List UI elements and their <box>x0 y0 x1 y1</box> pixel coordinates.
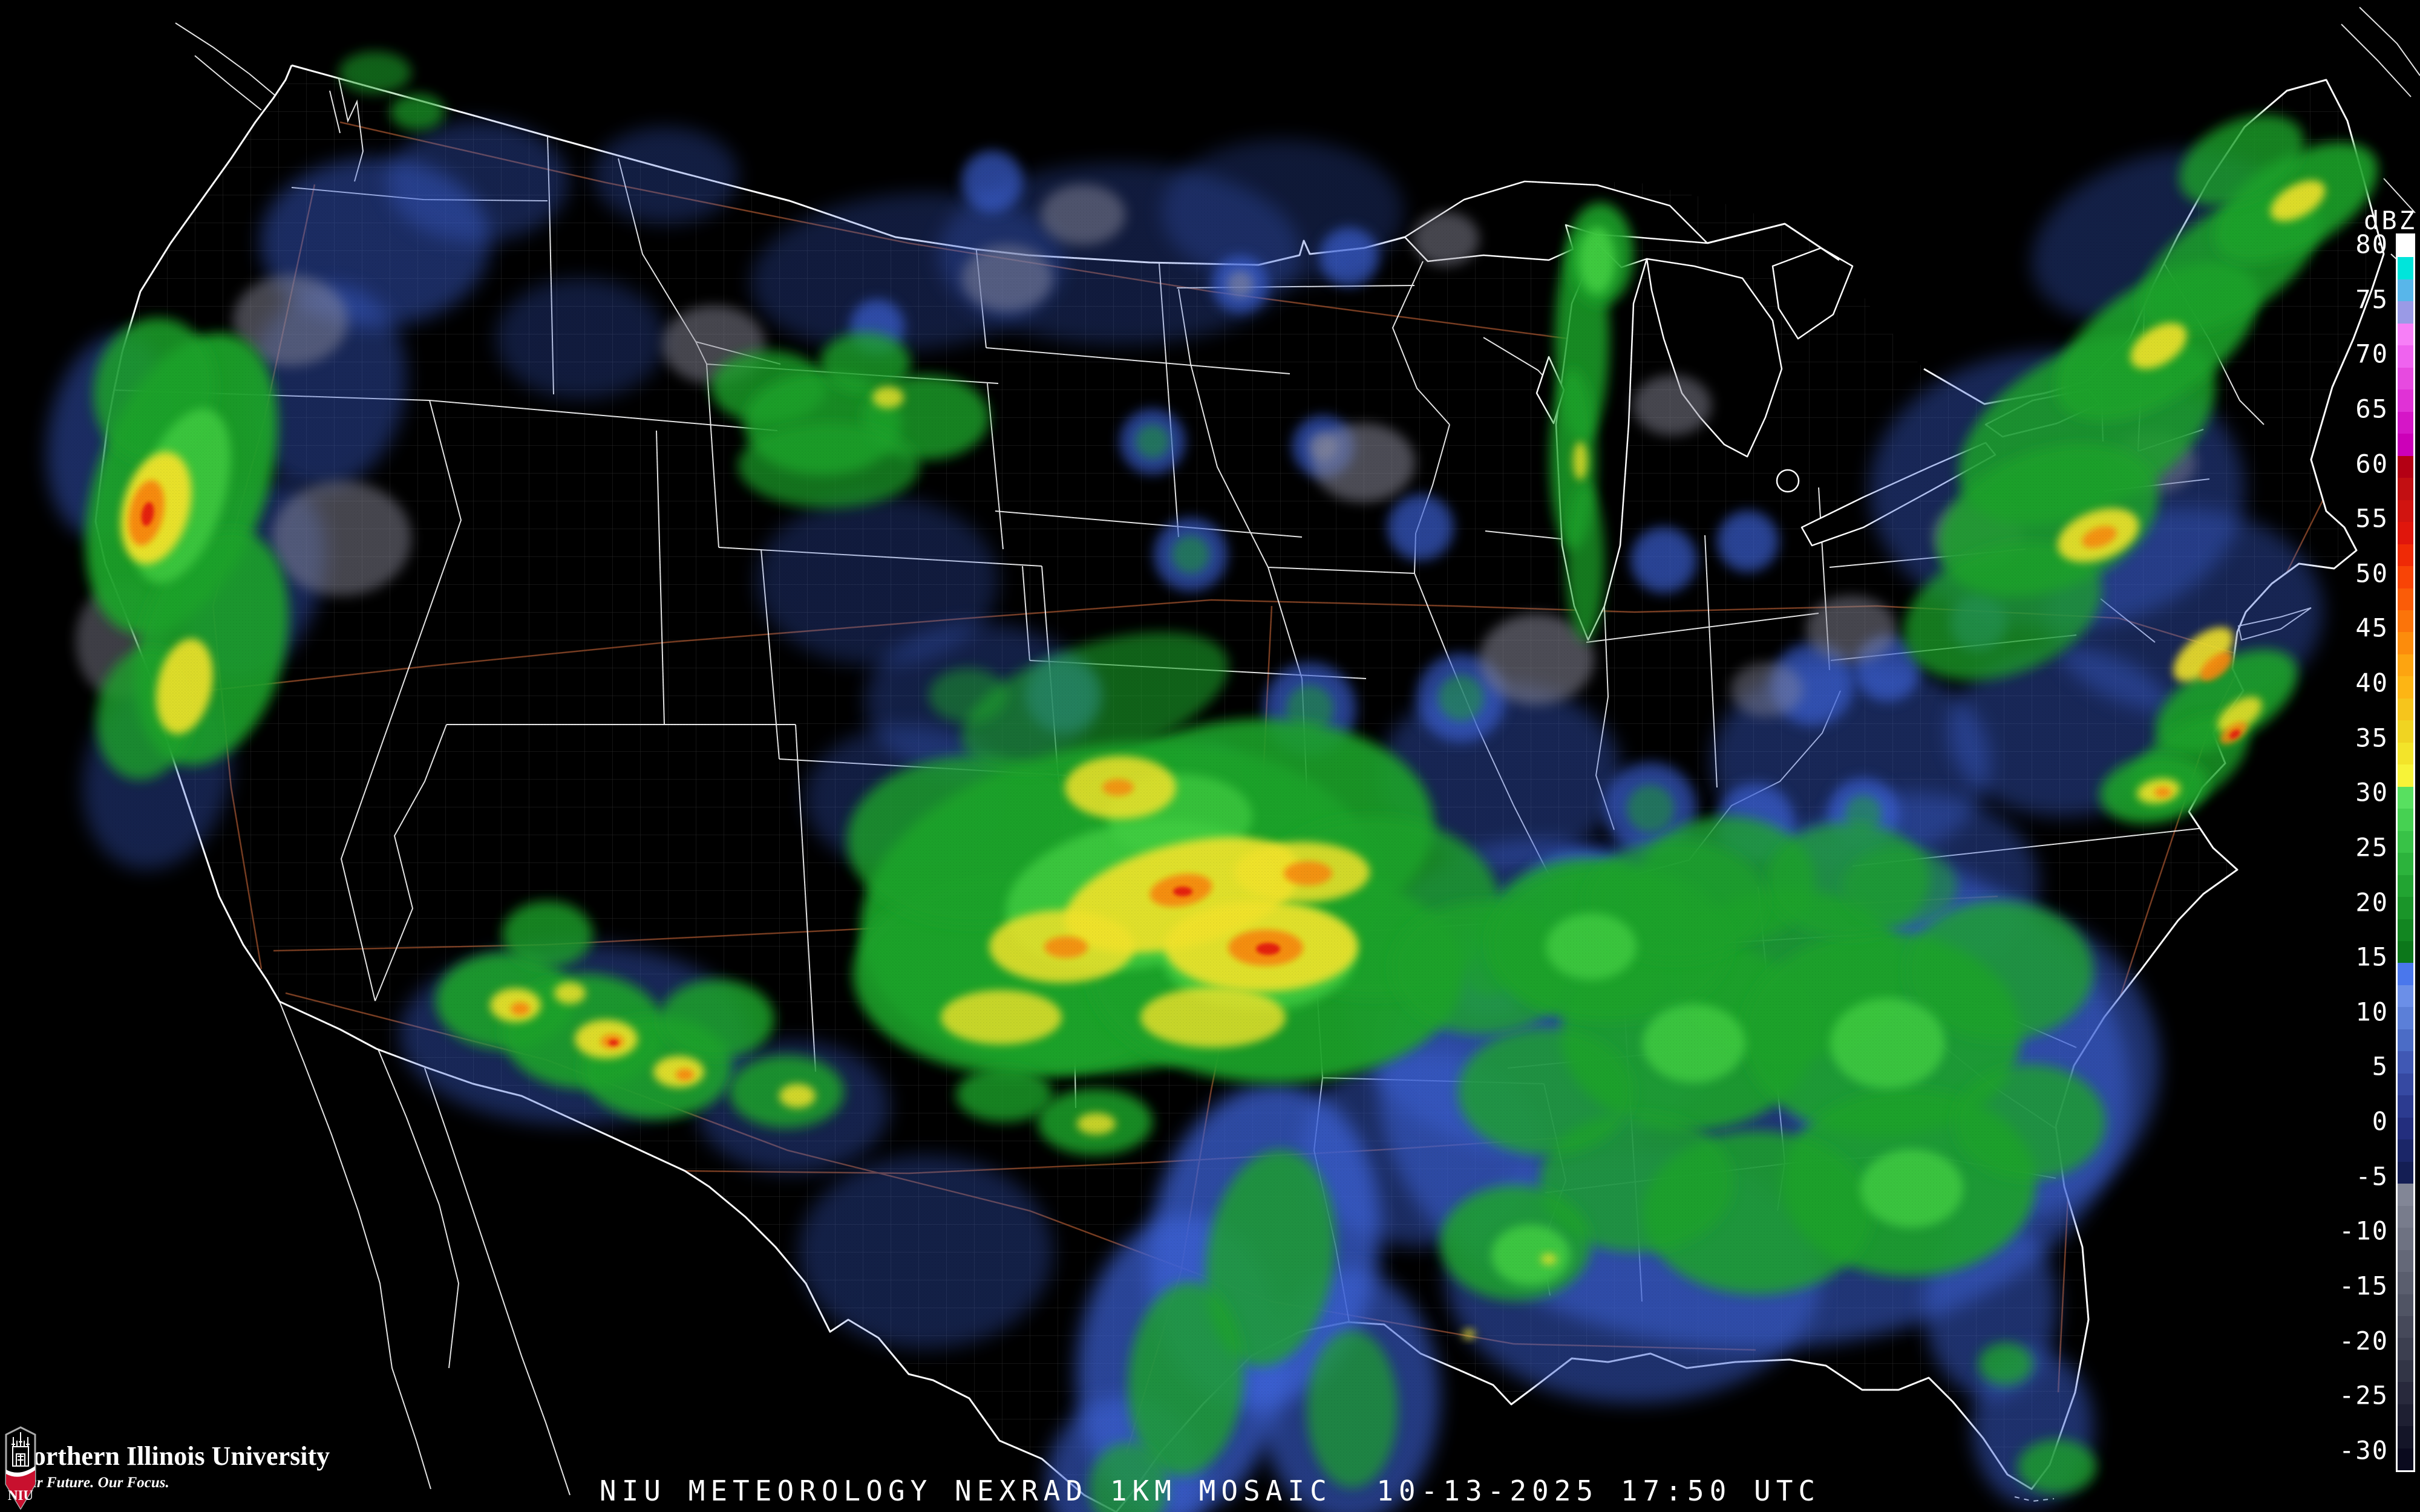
colorbar-segment <box>2398 897 2413 919</box>
colorbar-segment <box>2398 1382 2413 1404</box>
colorbar-tick-label: 10 <box>2355 997 2389 1027</box>
colorbar-tick-label: -20 <box>2339 1326 2389 1355</box>
colorbar-segment <box>2398 1029 2413 1052</box>
colorbar-segment <box>2398 478 2413 500</box>
colorbar-tick-label: 5 <box>2372 1051 2389 1081</box>
colorbar-tick-label: 70 <box>2355 339 2389 369</box>
colorbar-tick-label: 40 <box>2355 668 2389 698</box>
colorbar-segment <box>2398 522 2413 544</box>
brand-org-name: Northern Illinois University <box>13 1441 330 1471</box>
colorbar-segment <box>2398 1117 2413 1140</box>
colorbar-segment <box>2398 963 2413 985</box>
colorbar-segment <box>2398 434 2413 456</box>
colorbar-segment <box>2398 279 2413 302</box>
colorbar-tick-label: 30 <box>2355 777 2389 807</box>
brand-text: Northern Illinois University Your Future… <box>13 1426 330 1491</box>
colorbar-segment <box>2398 1272 2413 1294</box>
colorbar-tick-label: 75 <box>2355 284 2389 314</box>
niu-shield-logo: NIU <box>5 1426 36 1510</box>
colorbar-tick-label: 25 <box>2355 832 2389 862</box>
dbz-colorbar <box>2396 233 2415 1472</box>
colorbar-segment <box>2398 786 2413 809</box>
colorbar-tick-label: 80 <box>2355 229 2389 259</box>
colorbar-tick-label: 20 <box>2355 887 2389 917</box>
colorbar-segment <box>2398 367 2413 390</box>
colorbar-segment <box>2398 1051 2413 1074</box>
niu-branding: NIU Northern Illinois University Your Fu… <box>4 1426 330 1510</box>
colorbar-segment <box>2398 411 2413 434</box>
colorbar-segment <box>2398 830 2413 853</box>
colorbar-segment <box>2398 1448 2413 1471</box>
colorbar-segment <box>2398 1139 2413 1162</box>
colorbar-segment <box>2398 941 2413 963</box>
colorbar-segment <box>2398 1073 2413 1096</box>
colorbar-segment <box>2398 610 2413 633</box>
colorbar-tick-label: -25 <box>2339 1380 2389 1410</box>
colorbar-segment <box>2398 875 2413 898</box>
colorbar-segment <box>2398 1404 2413 1427</box>
colorbar-segment <box>2398 1095 2413 1118</box>
colorbar-segment <box>2398 1294 2413 1316</box>
colorbar-tick-label: 55 <box>2355 503 2389 533</box>
colorbar-segment <box>2398 1338 2413 1360</box>
colorbar-segment <box>2398 1315 2413 1338</box>
colorbar-segment <box>2398 1161 2413 1184</box>
colorbar-tick-label: 65 <box>2355 394 2389 424</box>
colorbar-tick-label: 50 <box>2355 558 2389 588</box>
colorbar-segment <box>2398 235 2413 258</box>
colorbar-segment <box>2398 455 2413 478</box>
colorbar-segment <box>2398 1007 2413 1029</box>
colorbar-segment <box>2398 500 2413 523</box>
colorbar-segment <box>2398 764 2413 787</box>
colorbar-segment <box>2398 720 2413 743</box>
colorbar-segment <box>2398 742 2413 765</box>
colorbar-segment <box>2398 654 2413 677</box>
colorbar-tick-label: -10 <box>2339 1216 2389 1246</box>
colorbar-segment <box>2398 588 2413 610</box>
brand-tagline: Your Future. Our Focus. <box>13 1475 169 1491</box>
colorbar-segment <box>2398 1426 2413 1448</box>
colorbar-segment <box>2398 566 2413 588</box>
colorbar-tick-label: -5 <box>2355 1161 2389 1191</box>
colorbar-segment <box>2398 323 2413 346</box>
castle-icon <box>11 1432 30 1467</box>
colorbar-segment <box>2398 1228 2413 1250</box>
colorbar-segment <box>2398 1184 2413 1206</box>
colorbar-segment <box>2398 257 2413 279</box>
colorbar-tick-label: 45 <box>2355 613 2389 643</box>
colorbar-tick-label: 15 <box>2355 942 2389 972</box>
colorbar-segment <box>2398 345 2413 368</box>
colorbar-tick-label: 60 <box>2355 449 2389 479</box>
colorbar-segment <box>2398 809 2413 831</box>
colorbar-segment <box>2398 676 2413 699</box>
colorbar-segment <box>2398 389 2413 412</box>
colorbar-segment <box>2398 853 2413 875</box>
colorbar-segment <box>2398 698 2413 721</box>
colorbar-segment <box>2398 1205 2413 1228</box>
colorbar-segment <box>2398 301 2413 324</box>
colorbar-segment <box>2398 544 2413 567</box>
colorbar-segment <box>2398 632 2413 654</box>
colorbar-segment <box>2398 1250 2413 1272</box>
colorbar-segment <box>2398 985 2413 1008</box>
niu-monogram: NIU <box>8 1488 34 1503</box>
colorbar-title: dBZ <box>2364 206 2417 235</box>
colorbar-segment <box>2398 1360 2413 1383</box>
colorbar-tick-label: 35 <box>2355 723 2389 753</box>
colorbar-segment <box>2398 919 2413 941</box>
mosaic-caption: NIU METEOROLOGY NEXRAD 1KM MOSAIC 10-13-… <box>599 1475 1821 1507</box>
colorbar-tick-label: 0 <box>2372 1106 2389 1136</box>
colorbar-tick-label: -30 <box>2339 1435 2389 1465</box>
colorbar-tick-label: -15 <box>2339 1271 2389 1301</box>
